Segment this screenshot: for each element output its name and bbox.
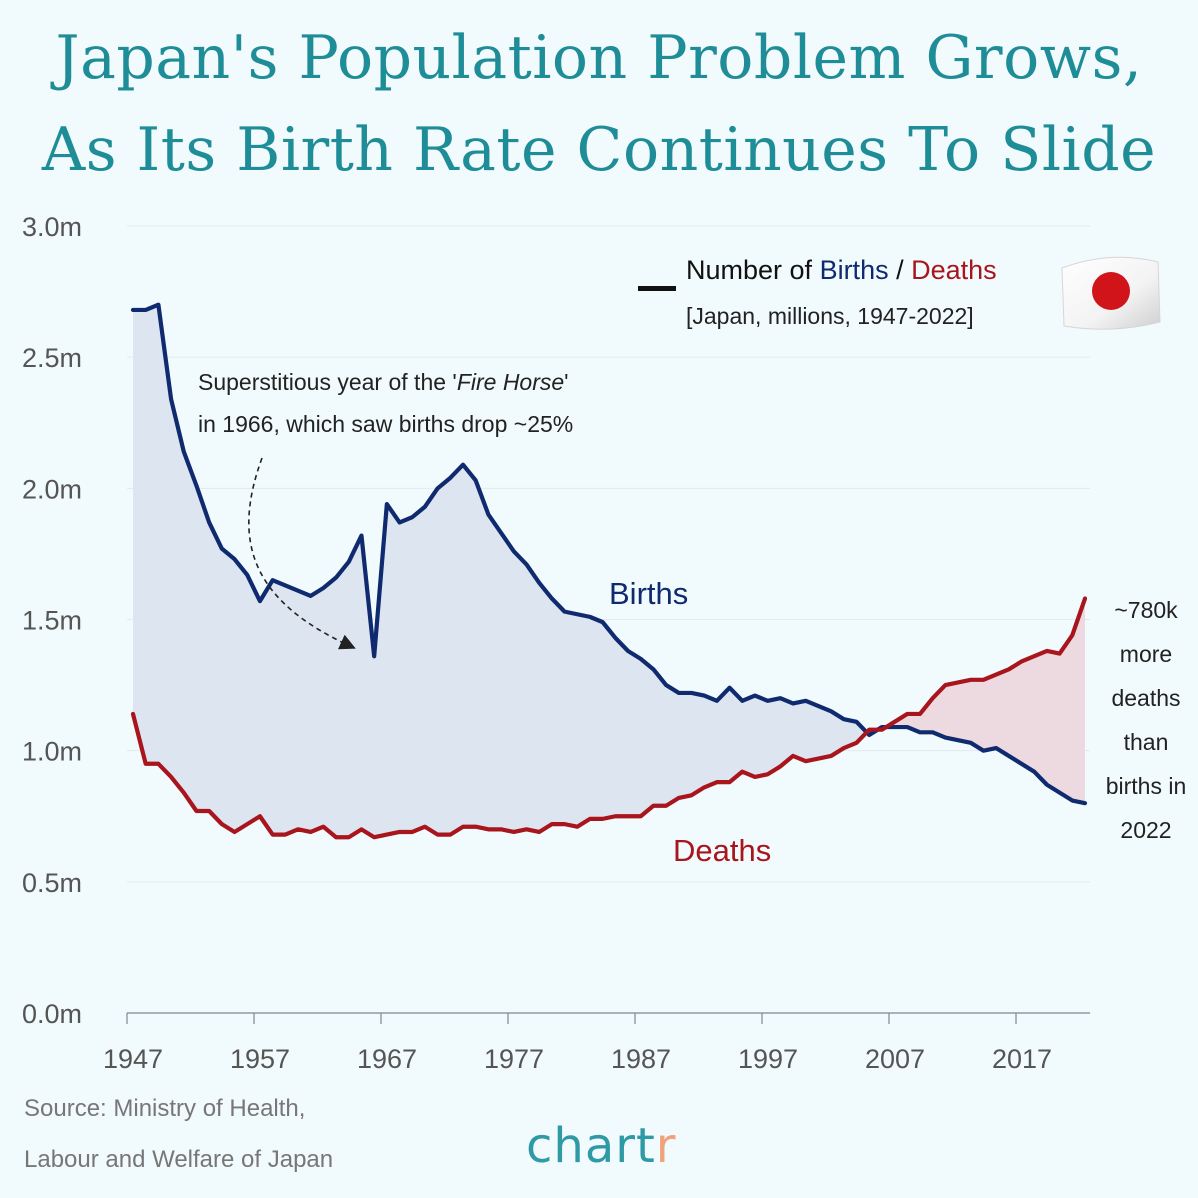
x-tick-label: 2017 — [992, 1044, 1052, 1074]
axes: 0.0m 0.5m 1.0m 1.5m 2.0m 2.5m 3.0m 1947 1957 1967… — [22, 212, 1090, 1074]
x-tick-label: 1987 — [611, 1044, 671, 1074]
legend-subtitle: [Japan, millions, 1947-2022] — [686, 303, 974, 329]
gap-annotation-line: births in — [1106, 773, 1187, 799]
deaths-series-label: Deaths — [673, 833, 771, 868]
source-line-2: Labour and Welfare of Japan — [24, 1146, 334, 1173]
y-tick-label: 1.0m — [22, 737, 82, 767]
fire-horse-arrow — [248, 457, 356, 650]
page-title-line-2: As Its Birth Rate Continues To Slide — [41, 115, 1157, 185]
x-tick-label: 1967 — [357, 1044, 417, 1074]
gap-annotation-line: than — [1124, 729, 1169, 755]
japan-flag-icon — [1061, 256, 1161, 330]
series-lines — [130, 302, 1088, 840]
births-surplus-area — [133, 304, 867, 838]
legend-births: Births — [820, 255, 889, 285]
births-series-label: Births — [609, 576, 688, 611]
y-tick-label: 2.5m — [22, 343, 82, 373]
x-tick-label: 1977 — [484, 1044, 544, 1074]
deaths-line — [130, 596, 1088, 840]
gap-annotation-line: deaths — [1111, 685, 1180, 711]
fire-horse-annotation-line-2: in 1966, which saw births drop ~25% — [198, 411, 573, 437]
gap-annotation-line: 2022 — [1120, 817, 1171, 843]
legend-title: Number of Births / Deaths — [686, 255, 997, 285]
gridlines — [127, 225, 1090, 883]
gap-annotation: ~780k more deaths than births in 2022 — [1106, 597, 1187, 843]
x-tick-label: 1997 — [738, 1044, 798, 1074]
deaths-surplus-area — [886, 598, 1085, 804]
legend-deaths: Deaths — [911, 255, 997, 285]
page-title-line-1: Japan's Population Problem Grows, — [55, 23, 1143, 93]
gap-annotation-line: more — [1120, 641, 1172, 667]
chartr-logo: chartr — [526, 1118, 677, 1174]
y-tick-label: 1.5m — [22, 606, 82, 636]
x-tick-label: 2007 — [865, 1044, 925, 1074]
x-tick-label: 1947 — [103, 1044, 163, 1074]
legend-swatch — [638, 286, 676, 291]
births-line — [130, 302, 1088, 806]
gap-annotation-line: ~780k — [1114, 597, 1178, 623]
y-tick-label: 3.0m — [22, 212, 82, 242]
fire-horse-annotation-line-1: Superstitious year of the 'Fire Horse' — [198, 369, 569, 395]
y-tick-label: 0.5m — [22, 868, 82, 898]
x-tick-label: 1957 — [230, 1044, 290, 1074]
y-tick-label: 2.0m — [22, 474, 82, 504]
y-tick-label: 0.0m — [22, 999, 82, 1029]
source-line-1: Source: Ministry of Health, — [24, 1095, 306, 1122]
